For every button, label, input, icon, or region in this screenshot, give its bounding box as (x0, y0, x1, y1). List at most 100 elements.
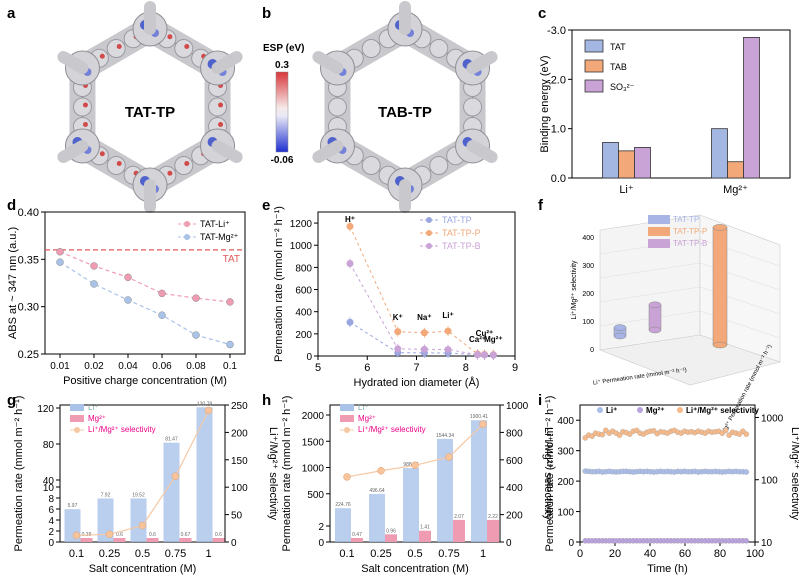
data-point (480, 351, 488, 359)
bar-mg (212, 538, 225, 542)
oxygen-spot (184, 44, 190, 49)
bar-TAT-Mg²⁺ (711, 128, 728, 179)
x-tick-label: 100 (746, 548, 764, 560)
legend-label: TAT-TP-P (673, 227, 707, 236)
outer-arm (312, 51, 344, 74)
data-point-2 (616, 432, 623, 438)
series-line (59, 261, 231, 346)
legend-label: Mg²⁺ (646, 406, 664, 415)
chart-d: 0.25 0.30 0.35 0.40 0.01 0.02 0.04 0.06 0.08 0.1 P… (7, 207, 246, 387)
x-tick-label: 0.25 (99, 548, 120, 560)
bar-value-label: 1.41 (420, 525, 430, 531)
z-tick-label: 400 (582, 235, 594, 242)
y2-tick-label: 250 (231, 401, 248, 412)
x-tick-label: 0.5 (135, 548, 150, 560)
bar-value-label: 0.96 (386, 528, 396, 534)
y-tick-label: 400 (557, 416, 574, 427)
y-tick-label: 1000 (302, 464, 325, 475)
oxygen-spot (116, 161, 122, 166)
bar-value-label: 120.78 (197, 401, 213, 407)
data-point (444, 346, 452, 354)
selectivity-point (204, 406, 213, 415)
y-tick-label: 6 (48, 505, 54, 516)
x-axis-label: Hydrated ion diameter (Å) (354, 376, 480, 389)
selectivity-point (343, 473, 351, 481)
x-tick-label: 0 (577, 548, 583, 560)
bar-value-label: 0.6 (149, 532, 156, 538)
chart-e: 0 200 400 600 800 1000 1200 5 6 7 8 9 Hydrated ion d… (273, 206, 518, 389)
x-tick-label: 60 (679, 548, 691, 560)
data-point-2 (743, 431, 750, 437)
legend-marker (426, 243, 432, 249)
x-tick-label: 0.1 (339, 548, 354, 560)
x-tick-label: 0.08 (186, 361, 206, 372)
x-tick-label: 8 (463, 362, 469, 374)
bar3d-base (648, 326, 662, 334)
x-axis-label: Salt concentration (M) (361, 563, 469, 575)
legend-swatch (648, 239, 670, 248)
z-tick-label: 0 (590, 347, 594, 354)
y-tick-label: 120 (37, 404, 54, 415)
legend-label: TAT-TP-B (673, 239, 707, 248)
panel-letter-g: g (7, 392, 16, 409)
y2-axis-label: Li⁺/Mg²⁺ selectivity (789, 427, 799, 520)
y-axis-label: Permeation rate (mmol m⁻² h⁻¹) (281, 396, 293, 552)
bar-TAB-Li⁺ (618, 150, 635, 179)
bar-value-label: 2.22 (488, 514, 498, 520)
x-tick-label: 1 (480, 548, 486, 560)
legend-marker (184, 221, 190, 227)
bar-value-label: 7.92 (101, 492, 111, 498)
x-axis-label: Salt concentration (M) (89, 563, 197, 575)
outer-arm (57, 51, 89, 74)
x-tick-label: 20 (609, 548, 621, 560)
y-axis-label: Permeation rate (mmol m⁻² h⁻¹) (544, 396, 556, 552)
y2-tick-label: 0 (231, 538, 237, 549)
data-point (56, 248, 64, 256)
bar-li (471, 420, 487, 542)
bar-SO₃²⁻-Li⁺ (634, 147, 651, 179)
y2-axis-label: Li⁺/Mg²⁺ selectivity (542, 427, 554, 520)
y2-tick-label: 800 (506, 428, 523, 439)
grid-line (599, 262, 701, 279)
ion-label: Ca²⁺ (469, 335, 486, 344)
z-tick-label: 300 (582, 263, 594, 270)
bar-mg (453, 519, 465, 542)
x-tick-label: 0.01 (50, 361, 70, 372)
bar3d-top (613, 324, 627, 331)
y-tick-label: -1.0 (547, 124, 566, 136)
ion-label: Cu²⁺ (476, 329, 494, 338)
legend-label: Li⁺ (358, 403, 368, 412)
benzene-ring (208, 97, 228, 117)
y-tick-label: 1200 (290, 219, 313, 230)
bar-value-label: 0.67 (181, 532, 191, 538)
x-tick-label: Mg²⁺ (723, 184, 748, 196)
y-tick-label: 0 (318, 538, 324, 549)
benzene-ring (361, 39, 381, 58)
oxygen-spot (218, 102, 224, 108)
bar-li (437, 438, 453, 542)
data-point (420, 329, 428, 337)
y-tick-label: 1000 (290, 241, 313, 252)
y-tick-label: 4 (48, 516, 54, 527)
panel-b-label: TAB-TP (378, 104, 432, 121)
bar-mg (487, 519, 499, 542)
y-tick-label: 400 (295, 308, 312, 319)
legend-label: Li⁺ (88, 403, 98, 412)
benzene-ring (429, 156, 449, 175)
data-point (489, 351, 497, 359)
legend-label: Li⁺/Mg²⁺ selectivity (88, 425, 156, 434)
x-tick-label: 6 (364, 362, 370, 374)
y-axis-label: Binding energy (eV) (539, 55, 551, 152)
bar-mg (351, 538, 363, 542)
bar-mg (179, 538, 192, 542)
data-point (192, 294, 200, 302)
y-tick-label: 0.30 (18, 302, 39, 314)
bar3d-top (648, 301, 662, 309)
bar-TAT-Li⁺ (602, 142, 619, 179)
y-tick-label: 0.40 (18, 207, 39, 219)
x-tick-label: 9 (512, 362, 518, 374)
data-point-2 (599, 431, 606, 438)
legend-swatch (70, 415, 84, 422)
outer-arm (312, 140, 344, 163)
y-tick-label: 0 (48, 538, 54, 549)
